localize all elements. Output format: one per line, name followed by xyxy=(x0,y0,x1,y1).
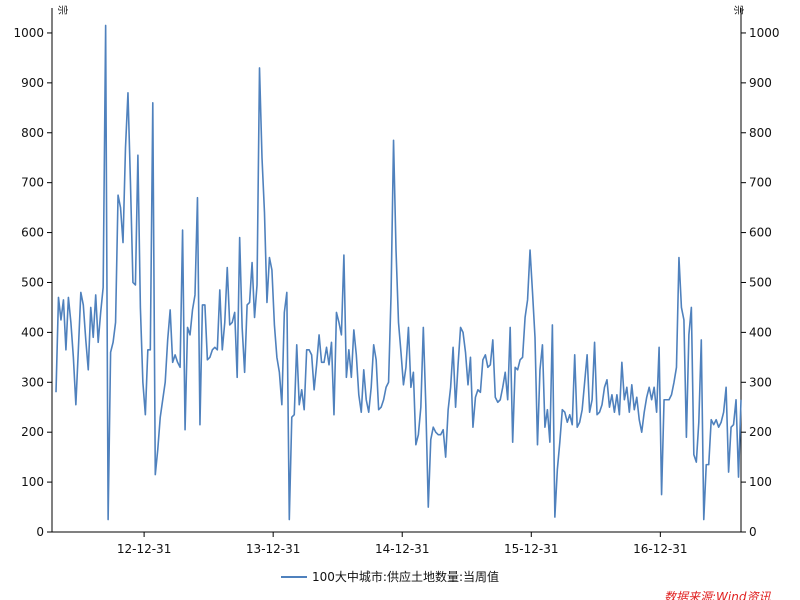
y-tick-label-right: 700 xyxy=(749,176,772,190)
y-axis-right: 0 100 200 300 400 500 600 700 800 900 1000 xyxy=(740,8,780,539)
y-tick-label-left: 200 xyxy=(21,425,44,439)
x-tick-label: 15-12-31 xyxy=(504,542,558,556)
x-tick-label: 14-12-31 xyxy=(375,542,429,556)
y-tick-label-left: 900 xyxy=(21,76,44,90)
y-tick-label-left: 1000 xyxy=(13,26,44,40)
y-tick-label-left: 400 xyxy=(21,325,44,339)
y-tick-label-right: 0 xyxy=(749,525,757,539)
x-tick-label: 16-12-31 xyxy=(633,542,687,556)
y-tick-label-right: 300 xyxy=(749,375,772,389)
y-tick-label-right: 500 xyxy=(749,275,772,289)
y-tick-label-right: 900 xyxy=(749,76,772,90)
y-tick-label-left: 500 xyxy=(21,275,44,289)
source-note: 数据来源:Wind资讯 xyxy=(664,590,771,600)
y-tick-label-left: 0 xyxy=(36,525,44,539)
y-tick-label-right: 800 xyxy=(749,126,772,140)
y-axis-left: 0 100 200 300 400 500 600 700 800 900 1000 xyxy=(13,8,53,539)
x-tick-label: 12-12-31 xyxy=(117,542,171,556)
legend-label: 100大中城市:供应土地数量:当周值 xyxy=(312,569,499,584)
y-tick-label-right: 600 xyxy=(749,226,772,240)
y-tick-label-right: 200 xyxy=(749,425,772,439)
y-tick-label-left: 600 xyxy=(21,226,44,240)
series-line xyxy=(55,24,742,521)
y-axis-right-unit: 宗 xyxy=(732,5,745,15)
y-tick-label-left: 300 xyxy=(21,375,44,389)
y-tick-label-left: 100 xyxy=(21,475,44,489)
y-tick-label-right: 100 xyxy=(749,475,772,489)
y-tick-label-right: 1000 xyxy=(749,26,780,40)
y-axis-left-unit: 宗 xyxy=(56,5,69,15)
plot-area xyxy=(55,24,742,521)
y-tick-label-left: 700 xyxy=(21,176,44,190)
y-tick-label-right: 400 xyxy=(749,325,772,339)
legend: 100大中城市:供应土地数量:当周值 xyxy=(281,569,499,584)
x-axis: 12-12-31 13-12-31 14-12-31 15-12-31 16-12-31 xyxy=(52,531,741,556)
y-tick-label-left: 800 xyxy=(21,126,44,140)
x-tick-label: 13-12-31 xyxy=(246,542,300,556)
